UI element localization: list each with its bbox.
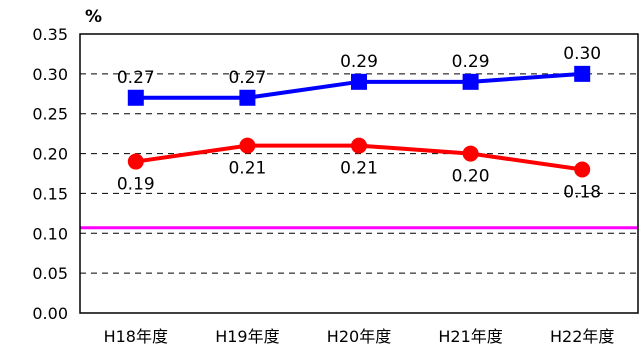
data-label: 0.27 <box>228 68 266 88</box>
data-point <box>462 145 479 162</box>
data-point <box>351 137 367 154</box>
data-label: 0.29 <box>340 52 378 72</box>
data-label: 0.19 <box>117 175 155 195</box>
y-tick-label: 0.15 <box>32 184 68 203</box>
data-label: 0.27 <box>117 68 155 88</box>
data-label: 0.29 <box>452 52 490 72</box>
data-point <box>127 89 144 106</box>
data-point <box>239 137 256 154</box>
data-label: 0.30 <box>563 44 601 64</box>
y-axis-ticks: 0.00 0.05 0.10 0.15 0.20 0.25 0.30 0.35 <box>32 25 68 323</box>
data-point <box>462 73 479 90</box>
data-point <box>574 161 591 178</box>
data-point <box>351 73 367 90</box>
y-tick-label: 0.05 <box>32 264 68 283</box>
data-point <box>239 89 256 106</box>
x-tick-label: H21年度 <box>438 327 502 346</box>
y-tick-label: 0.30 <box>32 65 68 84</box>
x-tick-label: H19年度 <box>215 327 279 346</box>
x-tick-label: H18年度 <box>104 327 168 346</box>
data-label: 0.20 <box>452 167 490 187</box>
data-label: 0.21 <box>228 159 266 179</box>
series-group <box>127 65 591 178</box>
data-point <box>574 65 591 82</box>
y-tick-label: 0.00 <box>32 304 68 323</box>
y-tick-label: 0.20 <box>32 145 68 164</box>
data-point <box>127 153 144 170</box>
y-axis-unit: % <box>85 7 102 27</box>
plot-area-border <box>79 33 639 314</box>
data-label: 0.18 <box>563 183 601 203</box>
x-tick-label: H22年度 <box>550 327 614 346</box>
x-axis-ticks: H18年度 H19年度 H20年度 H21年度 H22年度 <box>104 327 615 346</box>
y-tick-label: 0.35 <box>32 25 68 44</box>
data-label: 0.21 <box>340 159 378 179</box>
x-tick-label: H20年度 <box>327 327 391 346</box>
y-tick-label: 0.10 <box>32 224 68 243</box>
y-tick-label: 0.25 <box>32 105 68 124</box>
data-labels: 0.27 0.27 0.29 0.29 0.30 0.19 0.21 0.21 0.20 0.18 <box>117 44 601 203</box>
